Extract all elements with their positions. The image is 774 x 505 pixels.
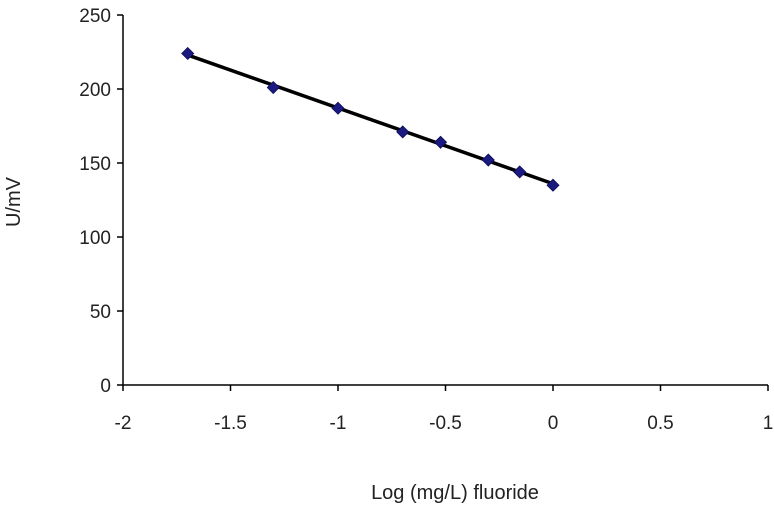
trendline (186, 53, 554, 186)
data-point (546, 178, 560, 192)
y-tick-label: 200 (79, 80, 111, 101)
y-tick-label: 100 (79, 228, 111, 249)
data-point (513, 165, 527, 179)
x-ticks: -2 -1.5 -1 -0.5 0 0.5 1 (115, 385, 774, 434)
plot-layer (181, 46, 560, 192)
x-tick-label: -1 (330, 413, 347, 434)
data-point (331, 101, 345, 115)
axes (122, 15, 768, 386)
data-point (481, 153, 495, 167)
x-tick-label: -0.5 (429, 413, 462, 434)
data-point (181, 46, 195, 61)
x-tick-label: -1.5 (214, 413, 247, 434)
x-tick-label: 0 (548, 413, 559, 434)
x-axis-label: Log (mg/L) fluoride (371, 482, 539, 504)
y-axis-label: U/mV (3, 176, 25, 227)
data-point (266, 80, 280, 95)
y-tick-label: 250 (79, 6, 111, 27)
x-tick-label: 0.5 (647, 413, 673, 434)
y-ticks: 0 50 100 150 200 250 (79, 6, 123, 397)
x-tick-label: -2 (115, 413, 132, 434)
y-tick-label: 0 (100, 376, 111, 397)
y-tick-label: 150 (79, 154, 111, 175)
x-tick-label: 1 (763, 413, 774, 434)
y-tick-label: 50 (90, 302, 111, 323)
data-point (396, 125, 410, 139)
data-point (433, 135, 448, 149)
